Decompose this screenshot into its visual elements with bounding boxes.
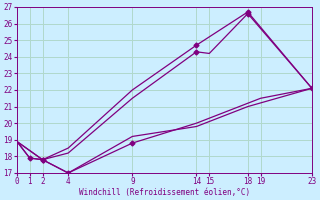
- X-axis label: Windchill (Refroidissement éolien,°C): Windchill (Refroidissement éolien,°C): [79, 188, 250, 197]
